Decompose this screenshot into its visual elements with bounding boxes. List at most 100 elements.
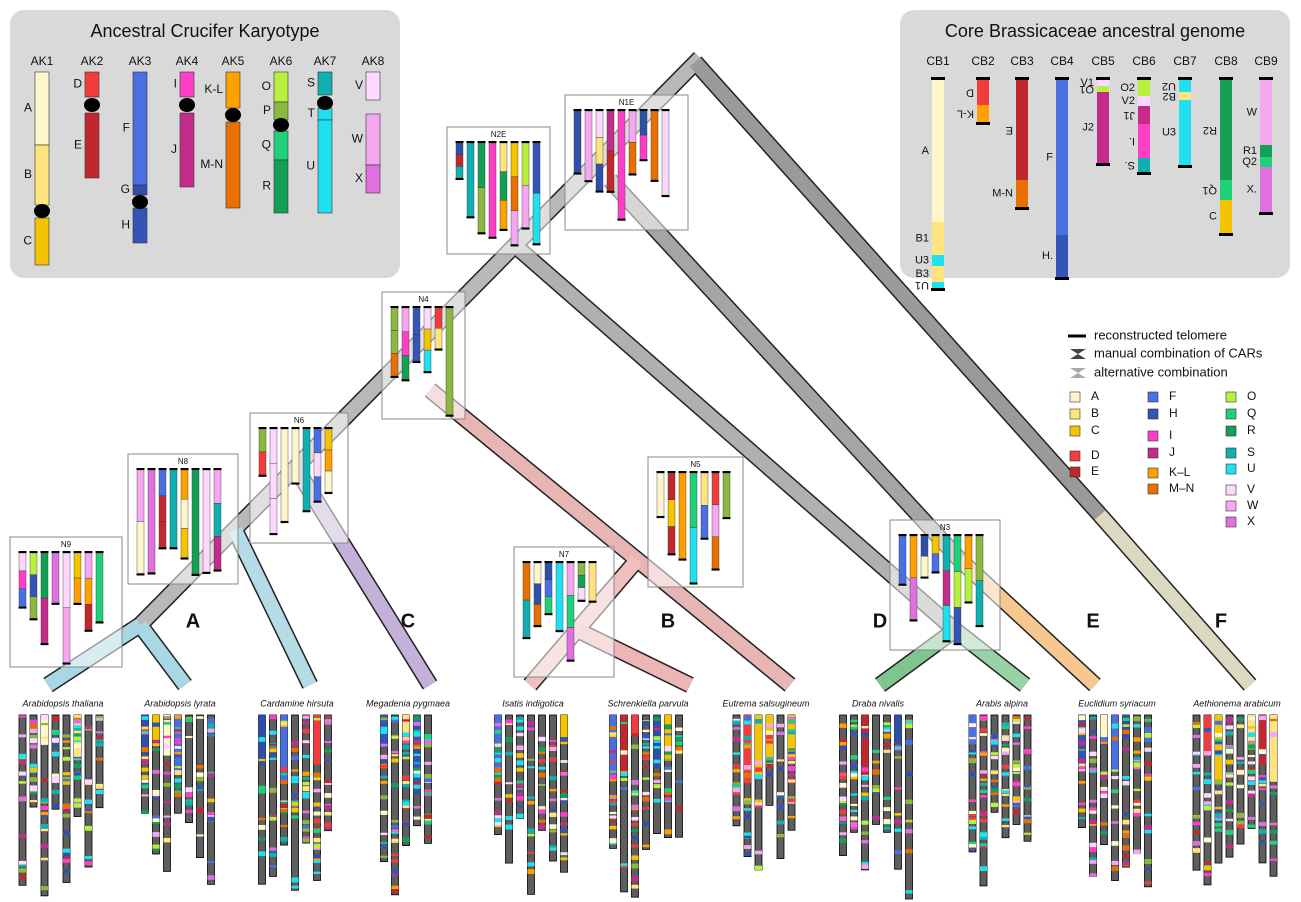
stripe [85, 726, 92, 729]
stripe [777, 834, 784, 837]
legend-swatch [1148, 468, 1158, 478]
stripe [561, 800, 568, 803]
stripe [41, 844, 48, 848]
stripe [259, 737, 266, 742]
stripe [1024, 798, 1031, 802]
block-label: G [121, 182, 130, 196]
stripe [884, 807, 891, 811]
stripe [414, 716, 421, 720]
stripe [414, 740, 421, 744]
block-label: B1 [916, 232, 929, 244]
telomere [943, 640, 951, 642]
stripe [654, 746, 661, 749]
stripe [561, 760, 568, 763]
chromosome-name: AK4 [176, 54, 199, 68]
stripe [175, 766, 182, 768]
stripe [840, 822, 847, 825]
mini-block [402, 332, 409, 356]
telomere [701, 471, 709, 473]
stripe [755, 761, 762, 765]
stripe [1134, 737, 1141, 741]
stripe [414, 806, 421, 809]
stripe [153, 740, 160, 743]
mini-block [456, 143, 463, 155]
stripe [1090, 752, 1097, 756]
telomere [500, 229, 508, 231]
stripe [895, 756, 902, 759]
stripe [539, 747, 546, 752]
stripe [788, 761, 795, 764]
mini-block [690, 473, 697, 528]
stripe [862, 862, 869, 864]
stripe [610, 760, 617, 762]
stripe [506, 720, 513, 724]
stripe [1204, 793, 1211, 797]
stripe [788, 732, 795, 735]
legend-label: F [1169, 389, 1176, 403]
chromosome [392, 715, 399, 895]
stripe [425, 835, 432, 838]
legend-label: H [1169, 406, 1178, 420]
stripe [197, 785, 204, 789]
block-label: X. [1247, 183, 1257, 195]
telomere [585, 109, 593, 111]
mini-block [640, 111, 647, 135]
telomere [391, 376, 399, 378]
stripe [197, 765, 204, 768]
stripe [788, 774, 795, 777]
stripe [788, 752, 795, 755]
chromosome-name: AK3 [129, 54, 152, 68]
stripe [164, 772, 171, 775]
block-label: V [355, 78, 363, 92]
stripe [41, 806, 48, 810]
mini-block [574, 111, 581, 173]
stripe [733, 752, 740, 755]
mini-block [137, 522, 144, 574]
mini-block [181, 499, 188, 528]
mini-block [533, 143, 540, 193]
stripe [314, 854, 321, 858]
stripe [1013, 719, 1020, 722]
stripe [851, 732, 858, 735]
stripe [303, 755, 310, 758]
stripe [1145, 719, 1152, 722]
stripe [41, 812, 48, 815]
legend-swatch [1226, 426, 1236, 436]
stripe [1090, 860, 1097, 864]
stripe [1123, 812, 1130, 815]
stripe [1215, 750, 1222, 754]
mini-block [668, 527, 675, 554]
stripe [969, 750, 976, 753]
stripe [19, 868, 26, 872]
stripe [895, 747, 902, 750]
mini-block [314, 429, 321, 453]
stripe [281, 780, 288, 784]
telomere [74, 551, 82, 553]
block-label: S [307, 76, 315, 90]
stripe [63, 831, 70, 835]
stripe [895, 813, 902, 816]
stripe [403, 741, 410, 744]
stripe [292, 815, 299, 818]
mini-block [954, 607, 961, 643]
stripe [303, 715, 310, 718]
mini-block [522, 143, 529, 185]
stripe [654, 736, 661, 740]
stripe [52, 804, 59, 808]
stripe [270, 865, 277, 867]
stripe [1215, 823, 1222, 827]
telomere [921, 534, 929, 536]
telomere [965, 534, 973, 536]
stripe [1204, 751, 1211, 755]
stripe [906, 820, 913, 822]
block-label: C [1209, 210, 1217, 222]
stripe [643, 821, 650, 826]
mini-block [932, 554, 939, 572]
mini-block [640, 135, 647, 159]
stripe [969, 737, 976, 739]
telomere [523, 561, 531, 563]
stripe [1079, 763, 1086, 766]
stripe [1259, 749, 1266, 754]
stripe [991, 756, 998, 759]
stripe [270, 752, 277, 756]
